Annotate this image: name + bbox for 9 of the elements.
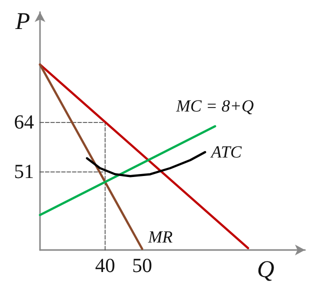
x-tick-label: 40	[95, 255, 116, 277]
y-tick-label: 51	[14, 160, 34, 183]
series-label: ATC	[210, 142, 242, 162]
y-tick-label: 64	[14, 111, 34, 134]
series-label: MC = 8+Q	[175, 96, 254, 116]
series-label: MR	[147, 227, 174, 246]
x-tick-label: 50	[132, 255, 152, 277]
y-axis-title: P	[14, 9, 30, 35]
x-axis-title: Q	[257, 257, 274, 283]
